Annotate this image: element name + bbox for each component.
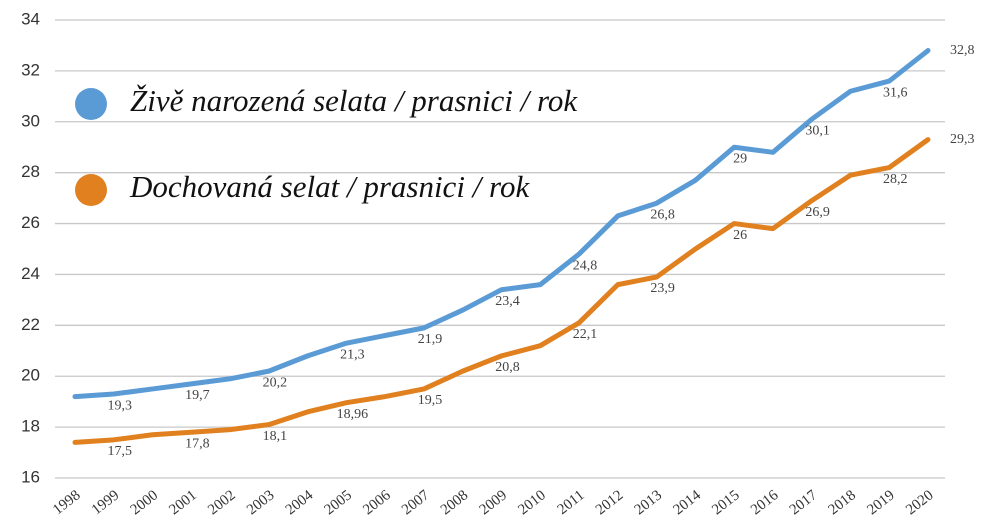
value-label: 23,4 — [495, 294, 520, 309]
y-tick-label: 16 — [21, 467, 40, 486]
value-label: 26,8 — [650, 207, 675, 222]
y-tick-label: 28 — [21, 162, 40, 181]
value-label: 29,3 — [950, 132, 975, 147]
line — [72, 137, 931, 445]
x-tick-label: 2007 — [399, 487, 433, 518]
x-tick-label: 2016 — [748, 487, 782, 518]
x-tick-label: 2005 — [321, 487, 354, 518]
x-tick-label: 2014 — [670, 487, 704, 518]
legend-label: Živě narozená selata / prasnici / rok — [130, 83, 578, 118]
x-tick-label: 2000 — [128, 487, 161, 518]
value-label: 17,8 — [185, 436, 210, 451]
y-tick-label: 26 — [21, 213, 40, 232]
x-tick-label: 2009 — [477, 487, 510, 518]
value-label: 17,5 — [108, 444, 133, 459]
value-label: 19,5 — [418, 393, 443, 408]
y-tick-label: 24 — [21, 264, 40, 283]
value-label: 20,2 — [263, 375, 288, 390]
x-tick-label: 2006 — [360, 487, 394, 518]
x-tick-label: 2020 — [903, 487, 936, 518]
y-tick-label: 30 — [21, 111, 40, 130]
value-label: 23,9 — [650, 281, 675, 296]
value-label: 31,6 — [883, 85, 908, 100]
line — [72, 48, 931, 400]
y-tick-label: 20 — [21, 366, 40, 385]
x-tick-label: 2003 — [244, 487, 277, 518]
x-tick-label: 2015 — [709, 487, 742, 518]
value-label: 32,8 — [950, 43, 975, 58]
value-label: 26 — [733, 228, 747, 243]
x-tick-label: 1998 — [50, 487, 83, 518]
legend-label: Dochovaná selat / prasnici / rok — [129, 169, 530, 204]
value-label: 22,1 — [573, 327, 598, 342]
y-tick-label: 22 — [21, 315, 40, 334]
x-tick-label: 2001 — [166, 487, 199, 518]
x-tick-label: 2017 — [787, 487, 821, 518]
x-tick-label: 2012 — [593, 487, 626, 518]
y-tick-label: 32 — [21, 60, 40, 79]
value-label: 20,8 — [495, 360, 520, 375]
value-label: 29 — [733, 151, 747, 166]
y-tick-label: 34 — [21, 9, 40, 28]
value-label: 24,8 — [573, 258, 598, 273]
value-label: 19,7 — [185, 388, 210, 403]
x-tick-label: 2002 — [205, 487, 238, 518]
value-label: 30,1 — [805, 123, 830, 138]
x-tick-label: 2004 — [283, 487, 317, 518]
x-tick-label: 2019 — [864, 487, 897, 518]
value-label: 21,9 — [418, 332, 443, 347]
value-label: 21,3 — [340, 347, 365, 362]
value-label: 18,96 — [337, 407, 369, 422]
x-tick-label: 2008 — [438, 487, 471, 518]
x-tick-label: 2018 — [826, 487, 859, 518]
y-tick-label: 18 — [21, 417, 40, 436]
x-tick-label: 2011 — [555, 487, 588, 518]
x-tick-label: 2013 — [632, 487, 665, 518]
legend-marker — [75, 88, 107, 120]
value-label: 26,9 — [805, 205, 830, 220]
x-tick-label: 1999 — [89, 487, 122, 518]
legend-marker — [75, 174, 107, 206]
value-label: 18,1 — [263, 429, 288, 444]
value-label: 28,2 — [883, 172, 908, 187]
x-tick-label: 2010 — [515, 487, 548, 518]
value-label: 19,3 — [108, 398, 133, 413]
